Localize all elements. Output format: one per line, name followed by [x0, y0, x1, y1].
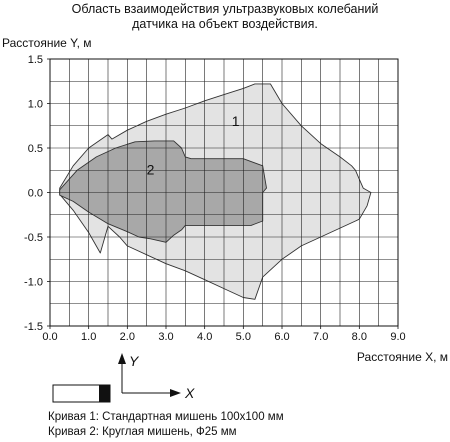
y-tick-label: -0.5	[24, 232, 43, 244]
y-tick-label: -1.0	[24, 277, 43, 289]
chart-title-line-2: датчика на объект воздействия.	[132, 17, 318, 31]
y-axis-label: Расстояние Y, м	[2, 36, 92, 50]
sensor-x-label: X	[184, 385, 195, 401]
x-tick-label: 8.0	[352, 331, 367, 343]
x-tick-label: 9.0	[390, 331, 405, 343]
y-tick-label: 0.0	[28, 188, 43, 200]
sensor-head	[99, 385, 110, 402]
x-tick-label: 3.0	[158, 331, 173, 343]
legend-curve-2: Кривая 2: Круглая мишень, Ф25 мм	[48, 426, 237, 438]
sensor-y-label: Y	[129, 353, 140, 369]
x-tick-label: 5.0	[236, 331, 251, 343]
x-tick-label: 4.0	[197, 331, 212, 343]
y-tick-label: 0.5	[28, 143, 43, 155]
x-tick-label: 7.0	[313, 331, 328, 343]
y-tick-label: -1.5	[24, 321, 43, 333]
x-tick-label: 0.0	[42, 331, 57, 343]
legend-curve-1: Кривая 1: Стандартная мишень 100x100 мм	[48, 411, 284, 423]
x-tick-label: 6.0	[274, 331, 289, 343]
y-tick-label: 1.0	[28, 99, 43, 111]
series-label-1: 1	[232, 113, 240, 129]
y-tick-label: 1.5	[28, 54, 43, 66]
x-tick-label: 2.0	[120, 331, 135, 343]
x-arrow-head	[170, 389, 181, 397]
series-label-2: 2	[147, 162, 155, 178]
y-arrow-head	[118, 353, 126, 364]
chart-title-line-1: Область взаимодействия ультразвуковых ко…	[71, 2, 379, 16]
x-axis-label: Расстояние X, м	[357, 350, 448, 364]
x-tick-label: 1.0	[81, 331, 96, 343]
